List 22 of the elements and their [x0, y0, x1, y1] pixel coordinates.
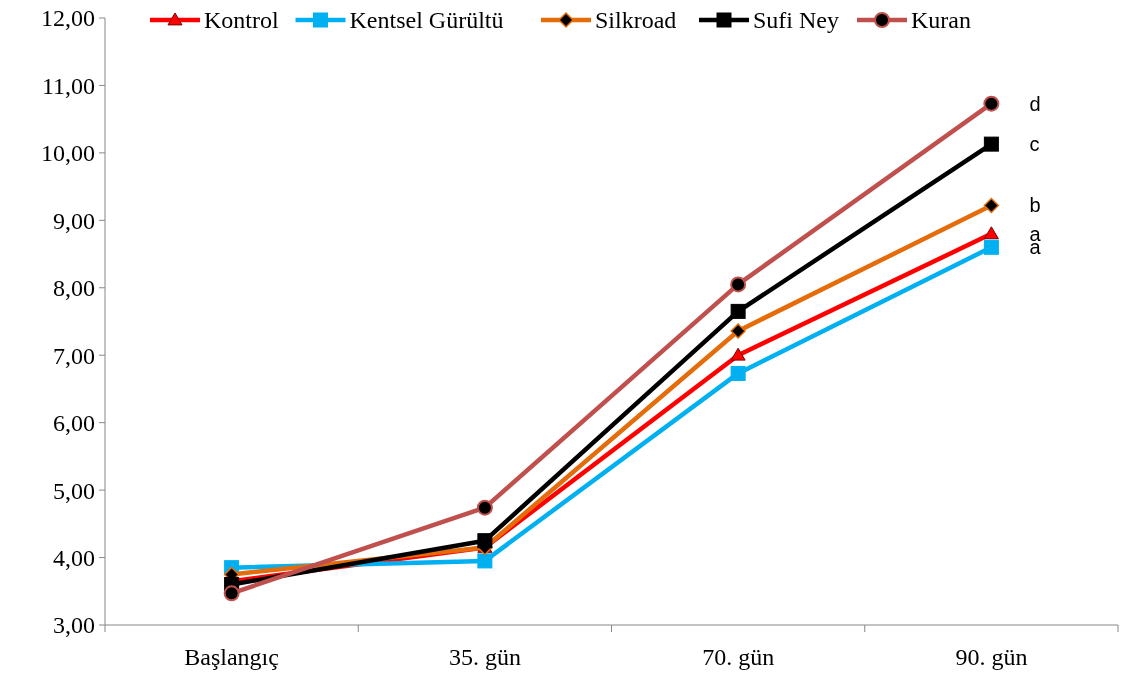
annotation: b: [1029, 194, 1041, 217]
y-tick-label: 4,00: [53, 544, 95, 571]
x-tick-label: Başlangıç: [184, 644, 279, 670]
annotation: d: [1029, 92, 1041, 115]
y-tick-label: 7,00: [53, 342, 95, 369]
y-tick-label: 9,00: [53, 207, 95, 234]
y-tick-label: 10,00: [41, 140, 95, 167]
y-tick-label: 8,00: [53, 275, 95, 302]
y-tick-label: 11,00: [41, 72, 95, 99]
legend-label: Kuran: [911, 7, 971, 34]
y-tick-label: 3,00: [53, 612, 95, 639]
x-tick-label: 35. gün: [448, 644, 521, 670]
annotation: c: [1029, 133, 1040, 156]
x-tick-label: 90. gün: [955, 644, 1028, 670]
legend-label: Silkroad: [595, 7, 677, 34]
y-tick-label: 5,00: [53, 477, 95, 504]
y-tick-label: 6,00: [53, 410, 95, 437]
x-tick-label: 70. gün: [702, 644, 775, 670]
legend-label: Kentsel Gürültü: [349, 7, 504, 34]
legend-label: Sufi Ney: [753, 7, 839, 34]
y-tick-label: 12,00: [41, 5, 95, 32]
legend-label: Kontrol: [204, 7, 279, 34]
